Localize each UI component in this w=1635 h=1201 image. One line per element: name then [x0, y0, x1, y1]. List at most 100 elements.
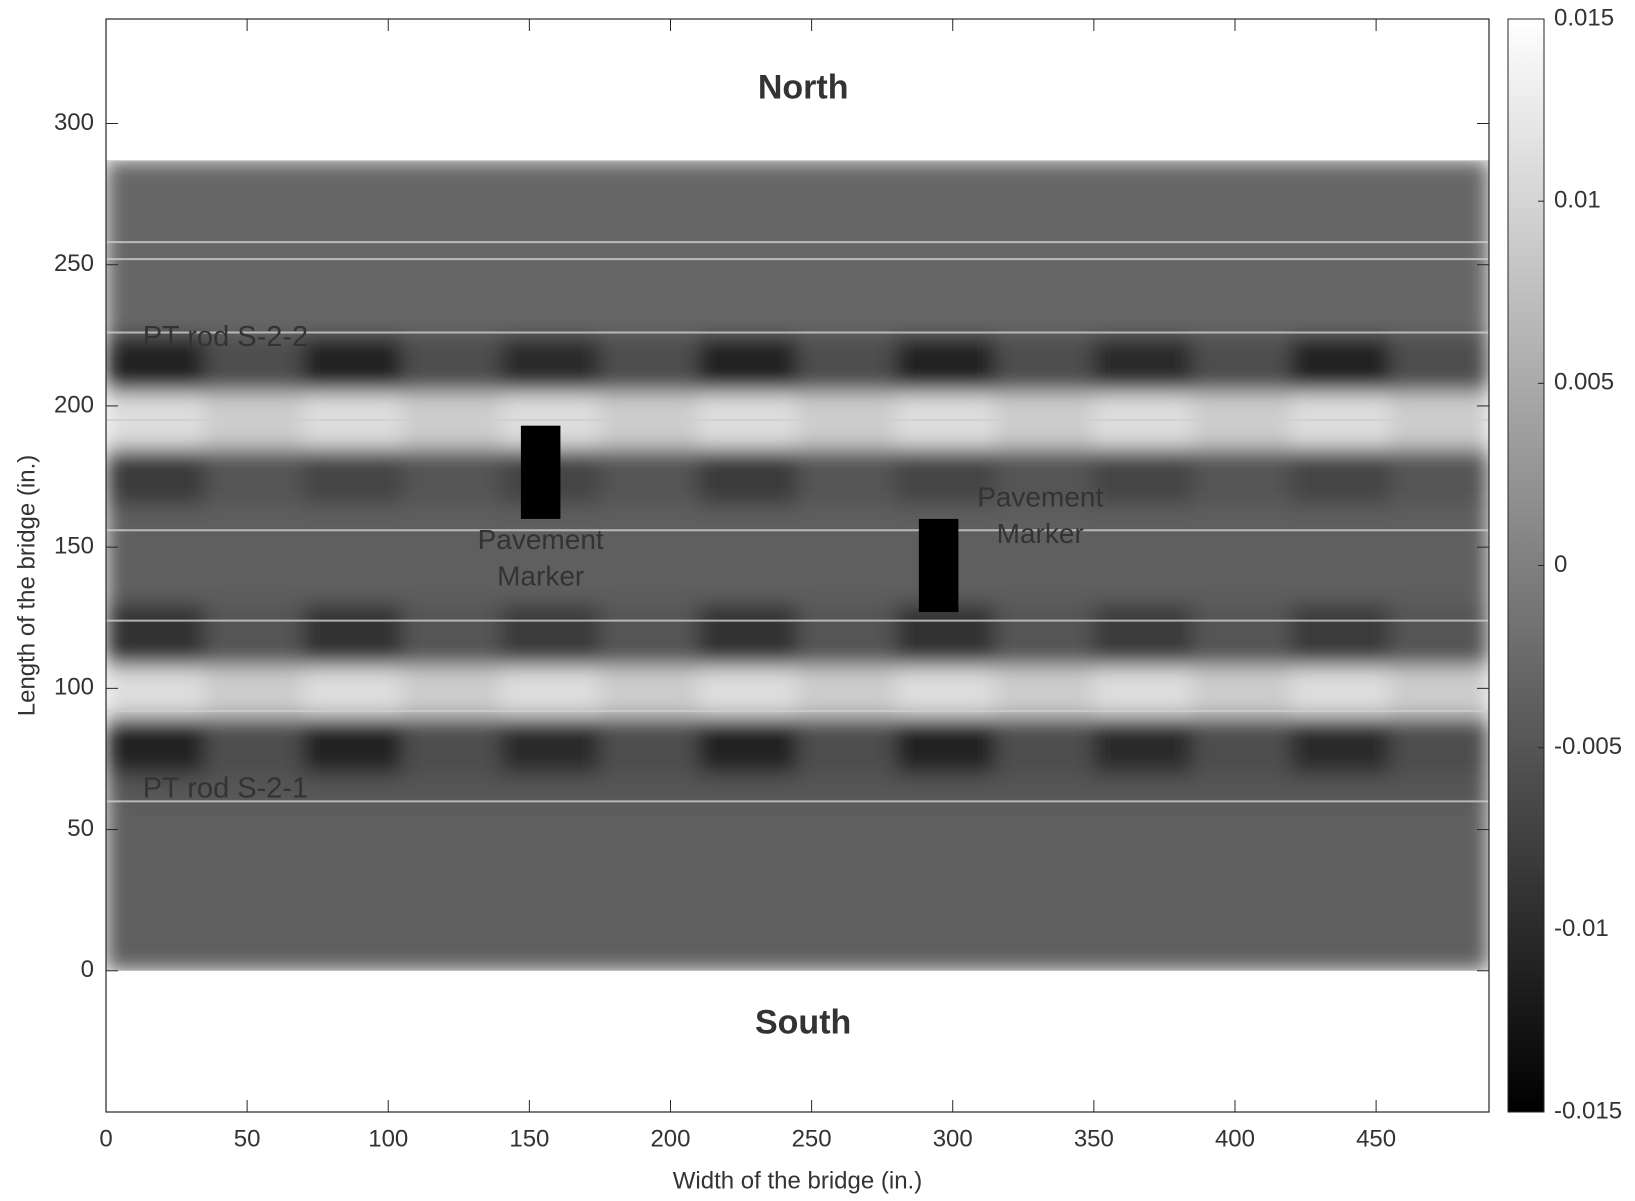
heat-cell	[401, 160, 502, 336]
heat-cell	[1192, 716, 1292, 774]
colorbar-tick-label: 0.015	[1554, 4, 1614, 31]
heat-cell	[204, 334, 305, 393]
heat-cell	[994, 447, 1095, 506]
heat-cell	[106, 716, 206, 774]
heat-cell	[106, 772, 206, 802]
heat-cell	[106, 603, 206, 667]
annotation: PT rod S-2-2	[143, 321, 308, 353]
heat-cell	[303, 334, 403, 393]
heat-cell	[1093, 800, 1194, 971]
heat-cell	[895, 447, 996, 506]
heat-cell	[698, 334, 798, 393]
colorbar-tick-label: -0.01	[1554, 915, 1609, 942]
heat-cell	[599, 160, 700, 336]
heat-cell	[994, 504, 1095, 605]
x-tick-label: 400	[1215, 1125, 1255, 1152]
heat-cell	[1290, 772, 1391, 802]
heat-cell	[1290, 603, 1391, 667]
heat-cell	[1093, 665, 1194, 718]
heat-cell	[401, 504, 502, 605]
heat-cell	[1093, 334, 1194, 393]
heat-cell	[401, 716, 502, 774]
x-tick-label: 200	[650, 1125, 690, 1152]
heat-cell	[599, 800, 700, 971]
heat-cell	[1192, 603, 1292, 667]
y-tick-label: 100	[54, 674, 94, 701]
x-tick-label: 150	[509, 1125, 549, 1152]
heat-cell	[994, 772, 1095, 802]
heat-cell	[401, 772, 502, 802]
heat-cell	[1093, 160, 1194, 336]
x-tick-label: 250	[792, 1125, 832, 1152]
annotation: North	[758, 69, 849, 107]
pavement-marker	[520, 425, 561, 519]
x-tick-label: 0	[99, 1125, 112, 1152]
colorbar-tick-label: 0.01	[1554, 187, 1601, 214]
heat-cell	[500, 716, 601, 774]
heat-cell	[106, 334, 206, 393]
heat-cell	[303, 716, 403, 774]
colorbar-tick-label: 0	[1554, 551, 1567, 578]
heat-cell	[204, 603, 305, 667]
heat-cell	[106, 160, 206, 336]
heat-cell	[303, 665, 403, 718]
heat-cell	[994, 160, 1095, 336]
x-tick-label: 50	[234, 1125, 261, 1152]
heat-cell	[106, 447, 206, 506]
heat-cell	[401, 447, 502, 506]
heat-cell	[1389, 772, 1489, 802]
heat-cell	[1389, 665, 1489, 718]
heat-cell	[1290, 334, 1391, 393]
heat-cell	[401, 665, 502, 718]
annotation: PT rod S-2-1	[143, 773, 308, 805]
y-tick-label: 50	[67, 815, 94, 842]
heat-cell	[500, 334, 601, 393]
heat-cell	[1290, 504, 1391, 605]
heat-cell	[106, 800, 206, 971]
heat-cell	[797, 716, 897, 774]
annotation: South	[755, 1003, 851, 1041]
heat-cell	[1290, 716, 1391, 774]
heat-cell	[204, 665, 305, 718]
x-tick-label: 450	[1356, 1125, 1396, 1152]
heatmap	[106, 160, 1489, 971]
heat-cell	[401, 800, 502, 971]
heat-cell	[994, 716, 1095, 774]
heat-cell	[1290, 160, 1391, 336]
x-tick-label: 350	[1074, 1125, 1114, 1152]
heat-cell	[698, 800, 798, 971]
heat-cell	[994, 800, 1095, 971]
heat-cell	[1290, 447, 1391, 506]
y-tick-label: 300	[54, 109, 94, 136]
heat-cell	[303, 504, 403, 605]
marker-label: Pavement	[478, 524, 604, 555]
heat-cell	[895, 665, 996, 718]
heat-cell	[895, 160, 996, 336]
heat-cell	[698, 160, 798, 336]
heat-cell	[1192, 772, 1292, 802]
heat-cell	[500, 772, 601, 802]
heat-cell	[797, 800, 897, 971]
heat-cell	[303, 800, 403, 971]
y-tick-label: 250	[54, 250, 94, 277]
heat-cell	[698, 716, 798, 774]
heat-cell	[1389, 160, 1489, 336]
heat-cell	[1192, 334, 1292, 393]
plot-frame	[105, 18, 1490, 1113]
heat-cell	[1192, 800, 1292, 971]
heat-cell	[599, 665, 700, 718]
heat-cell	[1093, 504, 1194, 605]
heat-cell	[698, 772, 798, 802]
heat-cell	[500, 665, 601, 718]
heat-cell	[106, 504, 206, 605]
heat-cell	[1093, 603, 1194, 667]
heat-cell	[500, 603, 601, 667]
heat-cell	[401, 334, 502, 393]
heat-cell	[797, 160, 897, 336]
heat-cell	[1290, 665, 1391, 718]
heat-cell	[797, 772, 897, 802]
heat-cell	[500, 160, 601, 336]
heat-cell	[1389, 334, 1489, 393]
pavement-marker	[918, 518, 959, 613]
